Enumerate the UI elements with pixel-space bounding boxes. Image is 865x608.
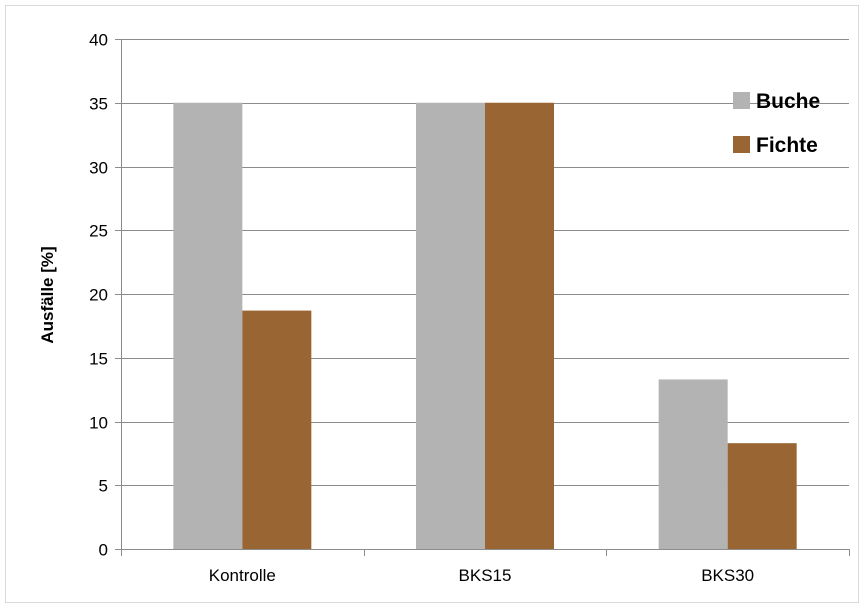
y-axis-title: Ausfälle [%] — [38, 246, 57, 343]
y-tick-label: 25 — [89, 222, 108, 241]
legend-swatch-fichte — [733, 136, 750, 153]
bar-fichte-bks15 — [485, 102, 554, 549]
legend-swatch-buche — [733, 92, 750, 109]
y-tick-label: 20 — [89, 286, 108, 305]
bars — [173, 102, 797, 549]
x-tick-label: BKS30 — [701, 566, 754, 585]
y-tick-label: 10 — [89, 414, 108, 433]
x-tick-label: BKS15 — [459, 566, 512, 585]
x-tick-labels: Kontrolle BKS15 BKS30 — [209, 566, 754, 585]
bar-fichte-kontrolle — [242, 310, 312, 549]
y-tick-label: 40 — [89, 31, 108, 50]
y-tick-label: 35 — [89, 95, 108, 114]
y-tick-label: 30 — [89, 159, 108, 178]
bar-buche-bks30 — [658, 379, 728, 549]
bar-buche-bks15 — [416, 102, 485, 549]
bar-fichte-bks30 — [727, 443, 797, 549]
y-tick-labels: 0 5 10 15 20 25 30 35 40 — [89, 31, 108, 560]
x-tick-label: Kontrolle — [209, 566, 276, 585]
legend: Buche Fichte — [733, 90, 820, 157]
legend-label-fichte: Fichte — [756, 134, 818, 157]
y-tick-label: 5 — [99, 477, 108, 496]
axes — [115, 39, 850, 556]
y-tick-label: 0 — [99, 541, 108, 560]
legend-label-buche: Buche — [756, 90, 820, 113]
y-tick-label: 15 — [89, 350, 108, 369]
bar-buche-kontrolle — [173, 102, 243, 549]
